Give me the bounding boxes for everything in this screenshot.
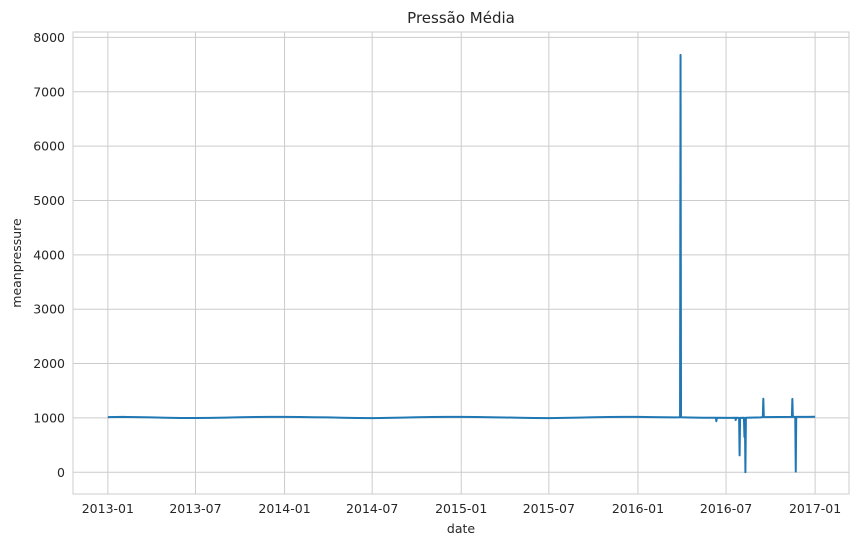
x-tick-label: 2015-07 [523, 501, 575, 516]
y-tick-label: 2000 [33, 356, 65, 371]
x-tick-label: 2016-07 [700, 501, 752, 516]
series-line-meanpressure [107, 53, 816, 474]
y-tick-label: 6000 [33, 139, 65, 154]
x-tick-labels: 2013-01 2013-07 2014-01 2014-07 2015-01 2015-… [82, 501, 841, 516]
chart-title: Pressão Média [407, 9, 515, 27]
y-axis-label: meanpressure [9, 218, 24, 308]
plot-frame [72, 31, 850, 495]
y-tick-label: 0 [57, 465, 65, 480]
y-tick-label: 3000 [33, 302, 65, 317]
y-tick-label: 1000 [33, 410, 65, 425]
y-tick-label: 5000 [33, 193, 65, 208]
x-tick-label: 2015-01 [435, 501, 487, 516]
y-tick-label: 8000 [33, 30, 65, 45]
x-tick-label: 2014-07 [346, 501, 398, 516]
x-tick-label: 2017-01 [789, 501, 841, 516]
x-axis-label: date [447, 521, 475, 536]
y-tick-label: 4000 [33, 247, 65, 262]
y-tick-label: 7000 [33, 84, 65, 99]
series-layer [107, 53, 816, 474]
x-tick-label: 2013-07 [169, 501, 221, 516]
x-tick-label: 2014-01 [258, 501, 310, 516]
x-tick-label: 2016-01 [612, 501, 664, 516]
x-tick-label: 2013-01 [82, 501, 134, 516]
y-tick-labels: 0 1000 2000 3000 4000 5000 6000 7000 8000 [33, 30, 65, 480]
